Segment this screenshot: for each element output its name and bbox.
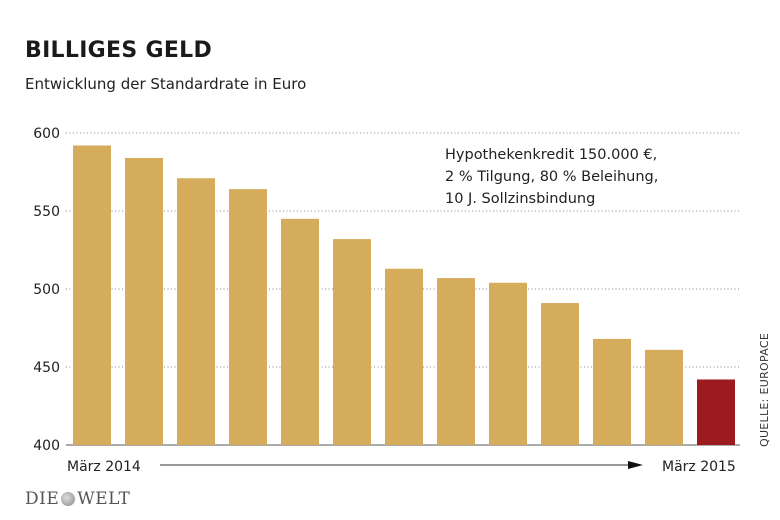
time-range: März 2014 März 2015 (67, 459, 736, 475)
y-tick-label-450: 450 (33, 360, 60, 376)
bar-12 (645, 349, 683, 445)
bar-10 (541, 303, 579, 445)
bar-8 (437, 278, 475, 445)
bar-6 (333, 239, 371, 445)
annotation-line-1: Hypothekenkredit 150.000 €, (445, 147, 657, 163)
bar-9 (489, 282, 527, 445)
bar-13 (697, 379, 735, 445)
bar-4 (229, 189, 267, 445)
die-welt-logo: DIE WELT (25, 489, 130, 509)
range-start-label: März 2014 (67, 459, 141, 475)
logo-welt: WELT (77, 489, 131, 509)
bar-11 (593, 338, 631, 445)
bar-5 (281, 218, 319, 445)
range-end-label: März 2015 (662, 459, 736, 475)
arrow-head-icon (628, 461, 643, 469)
y-axis-ticks: 400 450 500 550 600 (33, 126, 60, 454)
bar-2 (125, 157, 163, 445)
bar-3 (177, 178, 215, 446)
chart-title: BILLIGES GELD (25, 38, 213, 63)
y-tick-label-500: 500 (33, 282, 60, 298)
annotation: Hypothekenkredit 150.000 €, 2 % Tilgung,… (445, 147, 658, 207)
logo-die: DIE (25, 489, 60, 509)
y-tick-label-400: 400 (33, 438, 60, 454)
bar-1 (73, 145, 111, 446)
source-label: QUELLE: EUROPACE (758, 333, 771, 447)
bars (73, 145, 735, 446)
annotation-line-2: 2 % Tilgung, 80 % Beleihung, (445, 169, 658, 185)
bar-7 (385, 268, 423, 445)
globe-icon (61, 492, 76, 506)
chart-subtitle: Entwicklung der Standardrate in Euro (25, 75, 307, 93)
y-tick-label-600: 600 (33, 126, 60, 142)
y-tick-label-550: 550 (33, 204, 60, 220)
annotation-line-3: 10 J. Sollzinsbindung (445, 191, 595, 207)
